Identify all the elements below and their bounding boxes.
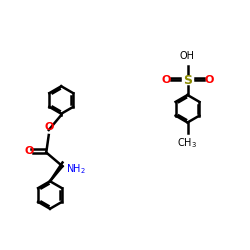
- Text: O: O: [162, 75, 171, 85]
- Text: NH$_2$: NH$_2$: [66, 162, 86, 176]
- Text: O: O: [204, 75, 214, 85]
- Text: O: O: [24, 146, 34, 156]
- Text: S: S: [183, 74, 192, 86]
- Text: O: O: [44, 122, 54, 132]
- Text: OH: OH: [180, 51, 195, 61]
- Text: CH$_3$: CH$_3$: [178, 136, 198, 150]
